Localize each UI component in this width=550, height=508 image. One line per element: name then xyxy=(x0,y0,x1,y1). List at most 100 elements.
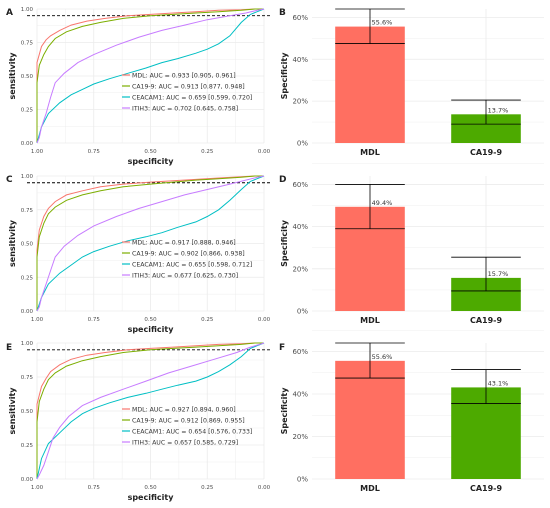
y-tick-label: 20% xyxy=(292,98,308,106)
legend-entry: CEACAM1: AUC = 0.659 [0.599, 0.720] xyxy=(132,94,252,101)
y-tick-label: 40% xyxy=(292,223,308,231)
legend: MDL: AUC = 0.933 [0.905, 0.961] CA19-9: A… xyxy=(122,72,252,112)
panel-label: F xyxy=(279,343,285,353)
y-tick-label: 0.75 xyxy=(21,208,34,214)
roc-curve-mdl xyxy=(36,8,264,143)
roc-curve-ca199 xyxy=(36,175,264,311)
x-tick-label: 0.75 xyxy=(88,317,101,323)
y-tick-label: 20% xyxy=(292,433,308,441)
bar-value-label: 15.7% xyxy=(488,270,509,278)
y-tick-label: 60% xyxy=(292,14,308,22)
x-axis-title: specificity xyxy=(128,157,175,166)
legend-entry: CA19-9: AUC = 0.913 [0.877, 0.948] xyxy=(132,83,245,90)
panel-label: B xyxy=(279,8,286,18)
x-tick-label: 0.50 xyxy=(144,149,157,155)
roc-curve-ceacam1 xyxy=(36,342,265,480)
roc-curve-mdl xyxy=(36,175,264,311)
legend-entry: ITIH3: AUC = 0.677 [0.625, 0.730] xyxy=(132,272,238,279)
y-axis-title: sensitivity xyxy=(8,219,17,267)
bar-panel-b: B 0% 20% 40% 60% 55.6% MDL 13.7% CA19-9 Specifici… xyxy=(279,8,544,157)
x-tick-label: 0.50 xyxy=(144,317,157,323)
x-tick-label: 1.00 xyxy=(31,149,44,155)
bar-panel-d: D 0% 20% 40% 60% 49.4% MDL 15.7% CA19-9 Specifici… xyxy=(279,163,544,325)
legend-entry: ITIH3: AUC = 0.657 [0.585, 0.729] xyxy=(132,439,238,446)
y-tick-label: 20% xyxy=(292,265,308,273)
legend-entry: MDL: AUC = 0.927 [0.894, 0.960] xyxy=(132,406,236,413)
x-tick-label: 0.00 xyxy=(258,317,271,323)
roc-curve-ceacam1 xyxy=(36,175,265,312)
x-tick-label: 0.25 xyxy=(201,317,214,323)
roc-curve-ceacam1 xyxy=(36,8,265,144)
y-axis-title: sensitivity xyxy=(8,387,17,435)
y-tick-label: 0.50 xyxy=(21,74,34,80)
roc-panel-e: E 1.00 0.75 0.50 0.25 0.00 0.00 0.25 0.50 0.75 1.0… xyxy=(6,341,272,502)
x-tick-label: CA19-9 xyxy=(470,148,503,157)
y-tick-label: 0.25 xyxy=(21,108,34,114)
x-tick-label: 0.00 xyxy=(258,149,271,155)
bar-value-label: 55.6% xyxy=(372,19,393,27)
x-tick-label: 0.75 xyxy=(88,149,101,155)
y-tick-label: 1.00 xyxy=(21,341,34,347)
y-axis-title: sensitivity xyxy=(8,52,17,100)
y-tick-label: 0% xyxy=(297,476,308,484)
roc-panel-c: C 1.00 0.75 0.50 0.25 0.00 0.00 0.25 0.50 0.75 1.0… xyxy=(6,174,272,334)
bar-value-label: 43.1% xyxy=(488,379,509,387)
x-tick-label: MDL xyxy=(360,484,380,493)
x-tick-label: 0.00 xyxy=(258,485,271,491)
y-tick-label: 60% xyxy=(292,348,308,356)
roc-curve-itih3 xyxy=(36,342,265,480)
y-tick-label: 0% xyxy=(297,308,308,316)
x-tick-label: 1.00 xyxy=(31,485,44,491)
y-tick-label: 0.00 xyxy=(21,141,34,147)
x-axis-title: specificity xyxy=(128,493,175,502)
roc-curve-itih3 xyxy=(36,8,265,144)
y-tick-label: 1.00 xyxy=(21,7,34,13)
y-tick-label: 0% xyxy=(297,140,308,148)
x-tick-label: 0.25 xyxy=(201,485,214,491)
y-tick-label: 0.25 xyxy=(21,443,34,449)
legend-entry: CEACAM1: AUC = 0.654 [0.576, 0.733] xyxy=(132,428,252,435)
roc-curve-ca199 xyxy=(36,8,264,143)
y-axis-title: Specificity xyxy=(280,52,289,100)
x-tick-label: 0.75 xyxy=(88,485,101,491)
roc-curve-itih3 xyxy=(36,175,265,312)
y-tick-label: 0.00 xyxy=(21,477,34,483)
y-tick-label: 0.75 xyxy=(21,41,34,47)
bar-mdl xyxy=(335,26,405,143)
y-tick-label: 60% xyxy=(292,181,308,189)
bar-mdl xyxy=(335,360,405,479)
y-tick-label: 0.75 xyxy=(21,375,34,381)
panel-label: E xyxy=(6,343,12,353)
roc-curve-ca199 xyxy=(36,342,264,479)
legend: MDL: AUC = 0.927 [0.894, 0.960] CA19-9: A… xyxy=(122,406,252,446)
y-axis-title: Specificity xyxy=(280,219,289,267)
x-axis-title: specificity xyxy=(128,325,175,334)
y-tick-label: 0.50 xyxy=(21,409,34,415)
bar-panel-f: F 0% 20% 40% 60% 55.6% MDL 43.1% CA19-9 Specifici… xyxy=(279,330,544,493)
panel-label: D xyxy=(279,175,286,185)
bar-value-label: 13.7% xyxy=(488,106,509,114)
bar-value-label: 55.6% xyxy=(372,353,393,361)
y-tick-label: 1.00 xyxy=(21,174,34,180)
x-tick-label: CA19-9 xyxy=(470,484,503,493)
y-tick-label: 0.50 xyxy=(21,242,34,248)
y-tick-label: 0.00 xyxy=(21,309,34,315)
roc-panel-a: A 1.00 0.75 0.50 0.25 0.00 0.00 0.25 0.50 0.75 1.0… xyxy=(6,7,272,166)
y-tick-label: 0.25 xyxy=(21,275,34,281)
x-tick-label: MDL xyxy=(360,316,380,325)
legend: MDL: AUC = 0.917 [0.888, 0.946] CA19-9: A… xyxy=(122,239,252,279)
y-tick-label: 40% xyxy=(292,391,308,399)
legend-entry: CA19-9: AUC = 0.902 [0.866, 0.938] xyxy=(132,250,245,257)
panel-label: C xyxy=(6,175,13,185)
legend-entry: ITIH3: AUC = 0.702 [0.645, 0.758] xyxy=(132,105,238,112)
legend-entry: MDL: AUC = 0.917 [0.888, 0.946] xyxy=(132,239,236,246)
y-axis-title: Specificity xyxy=(280,387,289,435)
panel-label: A xyxy=(6,8,13,18)
x-tick-label: 0.25 xyxy=(201,149,214,155)
bar-value-label: 49.4% xyxy=(372,199,393,207)
x-tick-label: 1.00 xyxy=(31,317,44,323)
x-tick-label: MDL xyxy=(360,148,380,157)
legend-entry: CEACAM1: AUC = 0.655 [0.598, 0.712] xyxy=(132,261,252,268)
y-tick-label: 40% xyxy=(292,56,308,64)
